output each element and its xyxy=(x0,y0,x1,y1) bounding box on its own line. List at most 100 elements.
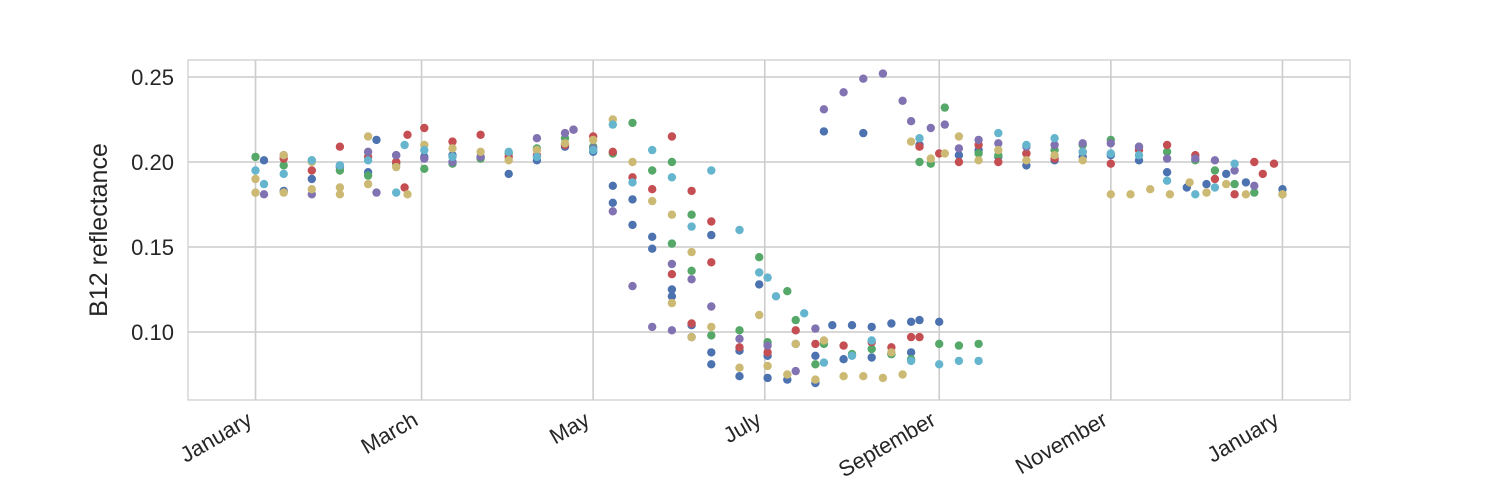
x-tick-label: September xyxy=(834,407,940,482)
data-point xyxy=(648,166,657,175)
data-point xyxy=(648,196,657,206)
data-point xyxy=(251,166,260,175)
data-point xyxy=(1250,157,1259,167)
data-point xyxy=(400,140,409,150)
data-point xyxy=(878,373,888,383)
data-point xyxy=(940,103,949,112)
data-point xyxy=(307,166,316,175)
data-point xyxy=(755,310,764,320)
data-point xyxy=(403,190,412,199)
data-point xyxy=(279,188,288,197)
data-point xyxy=(867,322,876,332)
data-point xyxy=(1250,181,1259,190)
data-point xyxy=(687,210,696,219)
data-point xyxy=(667,173,677,182)
data-point xyxy=(1078,147,1087,156)
data-point xyxy=(420,154,429,163)
data-point xyxy=(707,302,716,311)
data-point xyxy=(648,322,657,332)
data-point xyxy=(1146,185,1155,194)
data-point xyxy=(839,355,848,364)
data-point xyxy=(735,334,744,343)
data-point xyxy=(1241,178,1251,187)
data-point xyxy=(915,142,924,151)
data-point xyxy=(1050,134,1059,143)
data-point xyxy=(372,135,381,145)
data-point xyxy=(569,125,578,134)
data-point xyxy=(791,315,800,325)
data-point xyxy=(259,190,269,199)
data-point xyxy=(707,348,716,357)
data-point xyxy=(940,149,949,158)
data-point xyxy=(307,156,316,165)
data-point xyxy=(251,152,260,162)
data-point xyxy=(687,266,696,275)
data-point xyxy=(887,348,896,357)
data-point xyxy=(915,134,924,143)
data-point xyxy=(251,188,260,197)
data-point xyxy=(906,356,916,366)
data-point xyxy=(1050,151,1059,160)
data-point xyxy=(420,145,429,155)
data-point xyxy=(974,156,983,165)
data-point xyxy=(1210,183,1220,192)
x-axis-tick-labels: January March May July September November Janu… xyxy=(176,407,1283,482)
data-point xyxy=(906,117,916,126)
data-point xyxy=(755,253,764,262)
data-point xyxy=(1078,139,1087,148)
data-point xyxy=(1162,154,1172,163)
x-tick-label: May xyxy=(545,407,593,449)
data-point xyxy=(974,356,983,366)
data-point xyxy=(648,185,657,194)
data-point xyxy=(763,361,772,371)
data-point xyxy=(1222,169,1231,179)
data-point xyxy=(707,217,716,226)
data-point xyxy=(954,132,964,141)
data-point xyxy=(763,348,772,357)
data-point xyxy=(783,287,792,296)
data-point xyxy=(279,169,288,179)
data-point xyxy=(1022,140,1031,150)
data-point xyxy=(791,326,800,335)
data-point xyxy=(687,247,696,257)
data-point xyxy=(400,183,409,192)
data-point xyxy=(1106,190,1116,199)
y-tick-label: 0.20 xyxy=(131,150,174,175)
data-point xyxy=(974,135,983,145)
data-point xyxy=(898,96,907,106)
data-point xyxy=(1134,142,1144,151)
y-tick-label: 0.10 xyxy=(131,320,174,345)
data-point xyxy=(887,319,896,328)
data-point xyxy=(1258,169,1268,179)
plot-area xyxy=(187,59,1351,401)
data-point xyxy=(1230,166,1239,175)
data-point xyxy=(687,275,696,284)
data-point xyxy=(279,151,288,160)
data-point xyxy=(755,280,764,289)
data-point xyxy=(763,373,772,383)
data-point xyxy=(954,144,964,153)
data-point xyxy=(811,375,820,384)
data-point xyxy=(954,341,964,350)
data-point xyxy=(707,360,716,369)
data-point xyxy=(935,317,944,326)
data-point xyxy=(735,363,744,372)
data-point xyxy=(667,259,677,269)
data-point xyxy=(279,161,288,170)
data-point xyxy=(448,144,457,153)
data-point xyxy=(532,134,542,143)
data-point xyxy=(735,326,744,335)
data-point xyxy=(847,351,857,360)
data-point xyxy=(819,358,829,367)
data-point xyxy=(687,222,696,231)
data-point xyxy=(667,270,677,279)
data-point xyxy=(859,74,868,83)
data-point xyxy=(392,162,401,172)
data-point xyxy=(707,258,716,267)
data-point xyxy=(763,341,772,350)
data-point xyxy=(1210,166,1220,175)
data-point xyxy=(608,120,617,129)
data-point xyxy=(811,324,820,333)
data-point xyxy=(926,123,935,133)
data-point xyxy=(1078,156,1087,165)
